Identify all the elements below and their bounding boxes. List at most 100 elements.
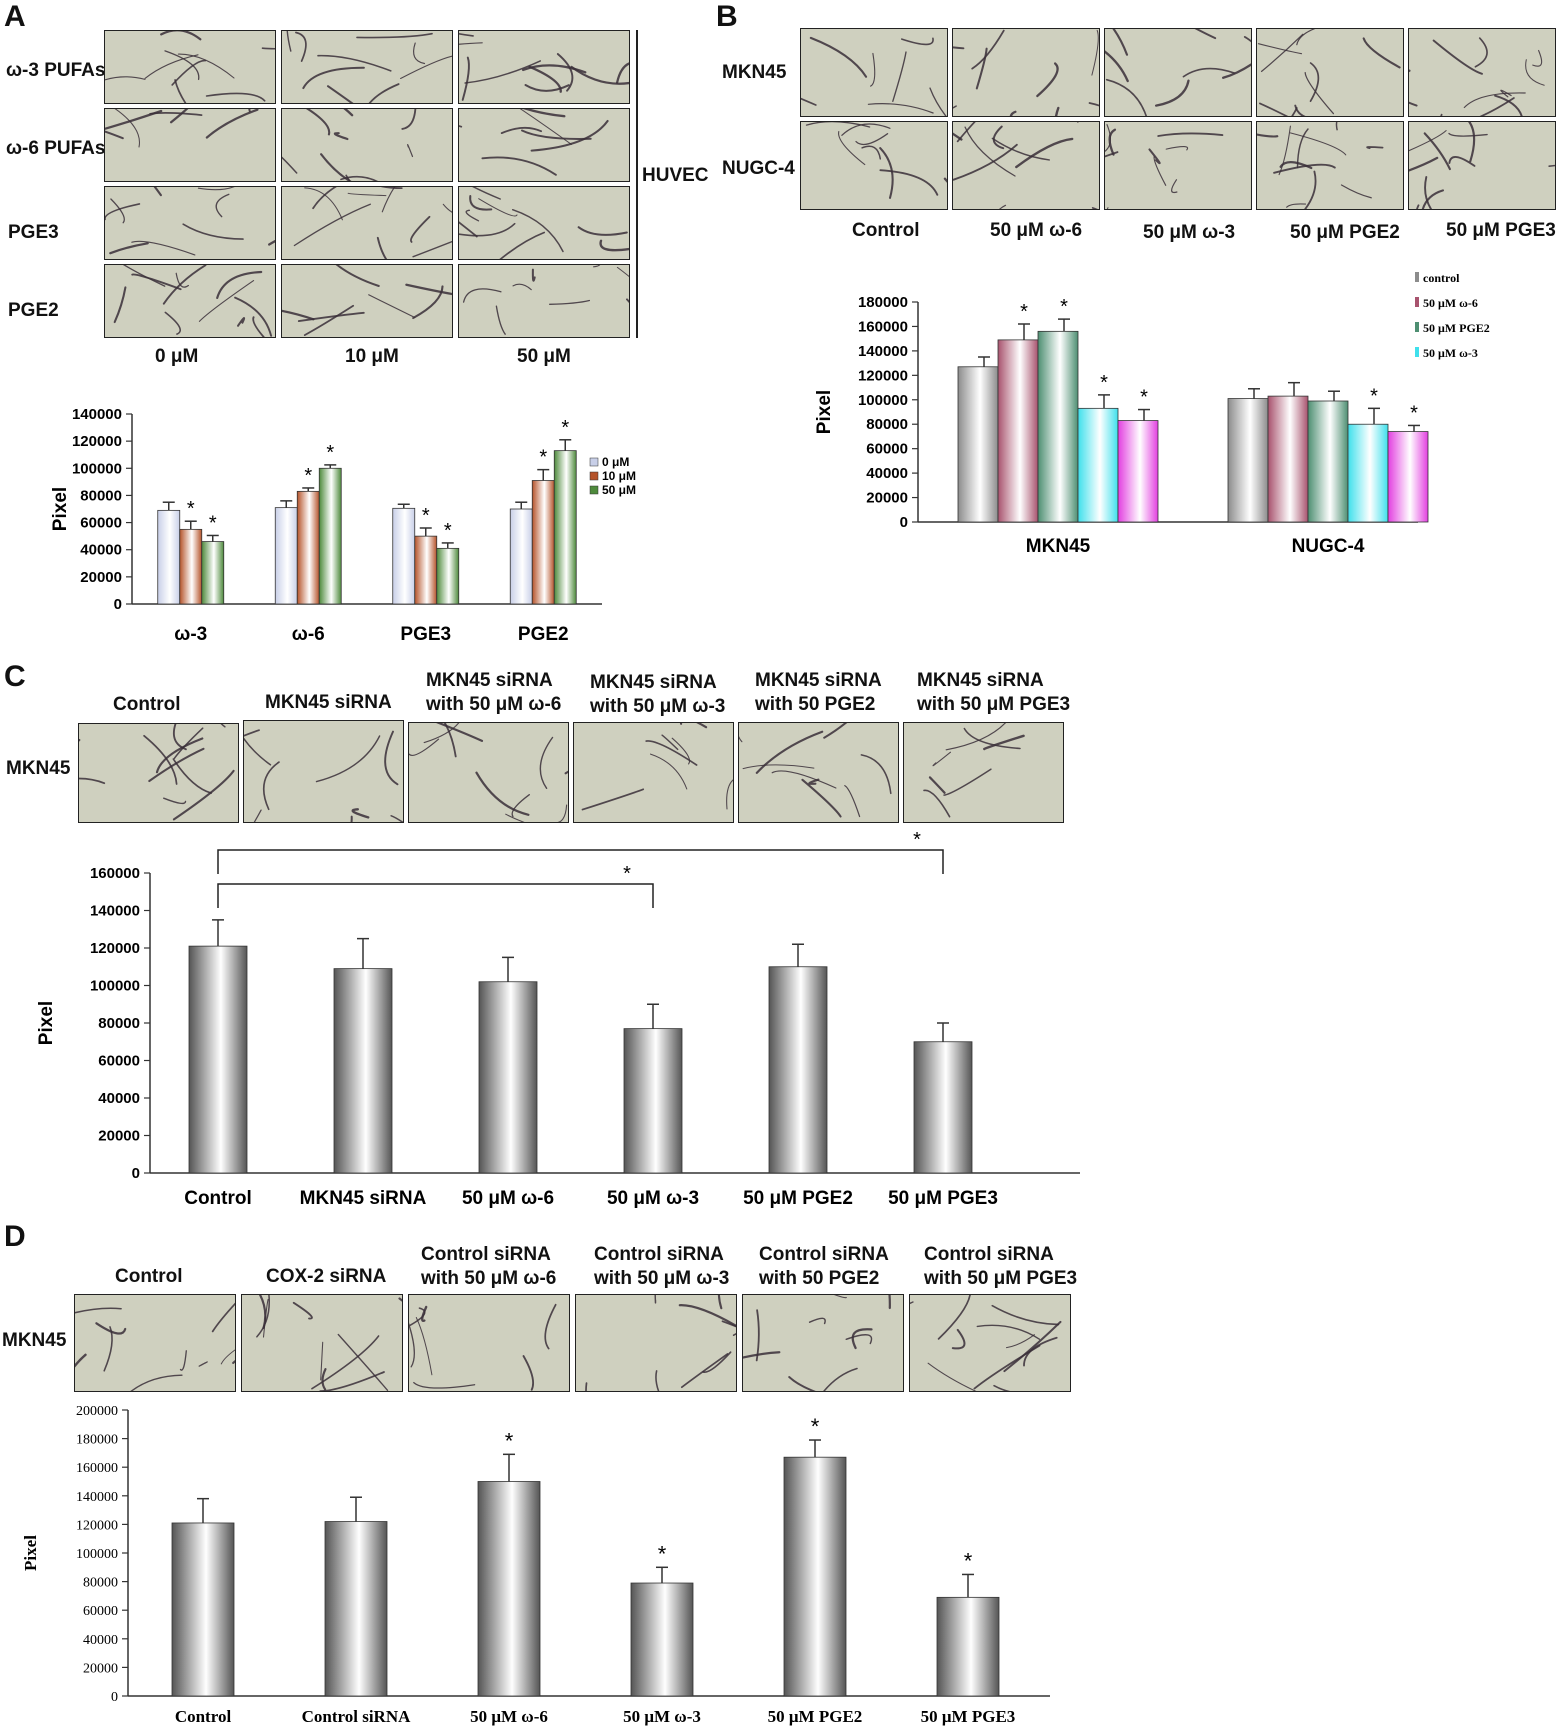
chart-c: 0 20000 40000 60000 80000 100000 120000 140000 1… (36, 829, 1080, 1209)
micrograph (458, 30, 630, 104)
capillary-network (1409, 122, 1555, 209)
significance-bracket (217, 883, 654, 908)
capillary-network (801, 36, 947, 116)
capillary-tube (963, 727, 1021, 750)
col-label: MKN45 siRNA (590, 672, 717, 693)
micrograph (104, 186, 276, 260)
capillary-network (113, 265, 273, 337)
capillary-network (293, 187, 452, 259)
capillary-tube (122, 265, 166, 287)
capillary-tube (888, 1295, 891, 1310)
capillary-tube (808, 778, 820, 785)
capillary-tube (244, 737, 272, 766)
capillary-tube (823, 1367, 858, 1391)
capillary-network (286, 31, 452, 103)
col-label: Control (115, 1266, 183, 1287)
capillary-tube (929, 87, 947, 116)
capillary-tube (581, 788, 645, 811)
x-tick-label: 50 μM PGE3 (921, 1707, 1016, 1726)
bar (1307, 400, 1349, 523)
x-tick-label: 50 μM PGE2 (743, 1188, 853, 1209)
significance-star: * (187, 498, 195, 520)
capillary-tube (114, 109, 140, 148)
significance-star: * (1100, 372, 1108, 394)
micrograph (281, 186, 453, 260)
capillary-tube (1222, 63, 1251, 79)
capillary-tube (671, 737, 690, 765)
capillary-tube (1153, 156, 1167, 186)
capillary-tube (599, 239, 629, 252)
bar (1117, 420, 1159, 523)
capillary-tube (1260, 33, 1304, 73)
x-tick-label: Control siRNA (302, 1707, 411, 1726)
capillary-network (910, 1295, 1062, 1391)
capillary-tube (1409, 101, 1418, 107)
capillary-tube (742, 764, 815, 770)
capillary-tube (211, 1302, 235, 1333)
capillary-tube (519, 109, 572, 145)
capillary-tube (409, 1307, 426, 1326)
capillary-tube (169, 109, 189, 124)
legend-swatch (589, 485, 599, 495)
capillary-tube (702, 1351, 732, 1374)
capillary-tube (262, 761, 280, 811)
capillary-tube (808, 1317, 826, 1325)
capillary-network (585, 1295, 736, 1391)
capillary-tube (409, 738, 440, 757)
capillary-tube (1448, 132, 1488, 137)
y-tick-label: 140000 (72, 406, 122, 423)
capillary-tube (499, 231, 546, 259)
micrograph (78, 723, 239, 823)
capillary-network (79, 724, 235, 821)
capillary-tube (236, 317, 246, 327)
capillary-tube (163, 797, 187, 805)
capillary-tube (462, 288, 502, 303)
y-tick-label: 140000 (858, 343, 908, 360)
micrograph (573, 722, 734, 823)
significance-star: * (623, 863, 631, 885)
capillary-tube (1304, 71, 1335, 115)
capillary-tube (79, 777, 106, 785)
micrograph (952, 28, 1100, 117)
y-tick-label: 40000 (866, 465, 908, 482)
micrograph (458, 186, 630, 260)
micrograph (408, 722, 569, 823)
capillary-tube (333, 132, 349, 141)
capillary-tube (1105, 50, 1129, 83)
capillary-tube (678, 1304, 736, 1328)
panel-letter-b: B (716, 0, 738, 33)
bar (188, 945, 248, 1174)
capillary-network (462, 265, 629, 335)
capillary-tube (975, 47, 988, 90)
capillary-tube (661, 734, 679, 751)
y-tick-label: 0 (900, 514, 908, 531)
capillary-tube (953, 132, 963, 141)
capillary-tube (999, 204, 1007, 209)
capillary-tube (521, 64, 587, 74)
capillary-tube (173, 727, 204, 760)
capillary-tube (801, 778, 842, 818)
y-tick-label: 160000 (76, 1461, 118, 1476)
capillary-tube (198, 280, 255, 322)
micrograph (241, 1294, 403, 1392)
capillary-tube (928, 776, 946, 794)
significance-star: * (811, 1414, 820, 1439)
col-label: 50 μM ω-3 (1143, 222, 1236, 243)
capillary-tube (164, 311, 181, 335)
bar (414, 535, 438, 605)
capillary-tube (172, 769, 235, 821)
x-tick-label: NUGC-4 (1292, 536, 1365, 557)
bar (318, 467, 342, 605)
capillary-tube (1088, 102, 1099, 107)
col-label: with 50 μM ω-3 (590, 696, 726, 717)
capillary-tube (524, 83, 570, 92)
legend-swatch (1415, 297, 1419, 307)
capillary-tube (302, 66, 365, 90)
significance-star: * (422, 505, 430, 527)
micrograph (104, 264, 276, 338)
capillary-tube (1105, 151, 1119, 158)
micrograph (1104, 28, 1252, 117)
y-axis-label: Pixel (50, 487, 71, 531)
capillary-tube (105, 76, 146, 81)
capillary-tube (838, 130, 866, 166)
